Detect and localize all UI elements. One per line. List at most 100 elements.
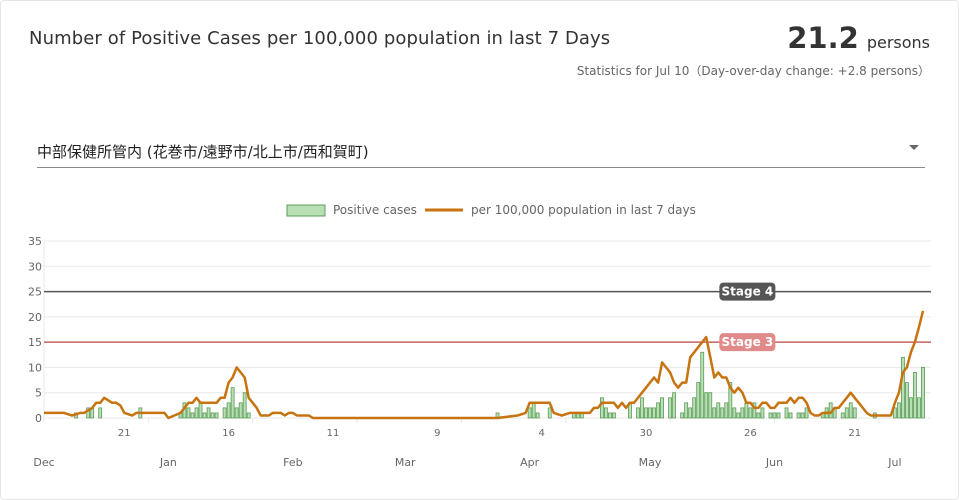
bar	[800, 412, 805, 419]
chart-area: Positive cases per 100,000 population in …	[1, 191, 959, 491]
bar	[202, 412, 207, 419]
y-tick-label: 5	[35, 387, 42, 400]
y-tick-label: 20	[28, 311, 42, 324]
chevron-down-icon[interactable]	[909, 145, 919, 150]
bar	[214, 412, 219, 419]
x-tick-label: 26	[744, 428, 757, 439]
bar	[744, 402, 749, 419]
bar	[86, 407, 91, 419]
bar	[612, 412, 616, 419]
x-month-label: Jan	[159, 456, 177, 469]
bar	[636, 407, 640, 419]
bar	[684, 402, 689, 419]
bar	[656, 402, 660, 419]
bar	[206, 407, 211, 419]
bar	[186, 407, 191, 419]
y-tick-label: 25	[28, 286, 42, 299]
bar	[732, 407, 737, 419]
bar	[190, 412, 195, 419]
bar	[804, 407, 809, 419]
x-month-label: Jul	[887, 456, 901, 469]
bar	[640, 397, 644, 419]
bar	[242, 392, 247, 419]
bar	[736, 412, 741, 419]
bar	[712, 407, 717, 419]
x-tick-label: 21	[848, 428, 861, 439]
legend-label-bars: Positive cases	[333, 203, 417, 217]
x-tick-label: 9	[434, 428, 440, 439]
bar	[704, 392, 709, 419]
bar	[848, 402, 853, 419]
bar	[603, 407, 608, 419]
x-month-label: May	[639, 456, 662, 469]
series-line-per-100k	[44, 310, 925, 420]
bar	[230, 387, 235, 419]
bar	[720, 407, 725, 419]
x-tick-label: 4	[538, 428, 544, 439]
bar	[892, 407, 897, 419]
bar	[724, 402, 729, 419]
chart-title: Number of Positive Cases per 100,000 pop…	[29, 28, 611, 49]
bar	[896, 402, 901, 419]
bar	[599, 397, 604, 419]
bar	[913, 372, 917, 419]
bar	[740, 407, 745, 419]
chart-svg: Positive cases per 100,000 population in …	[28, 203, 931, 469]
x-tick-label: 21	[118, 428, 131, 439]
stage4-badge	[719, 282, 776, 301]
y-tick-label: 0	[35, 412, 42, 425]
x-month-label: Jun	[765, 456, 783, 469]
y-tick-label: 30	[28, 260, 42, 273]
bar	[608, 412, 612, 419]
bar	[776, 412, 781, 419]
bar	[752, 402, 757, 419]
bar	[98, 407, 103, 419]
bar	[784, 407, 789, 419]
bar	[900, 356, 905, 419]
current-value: 21.2 persons	[787, 21, 930, 55]
bar	[547, 407, 552, 419]
x-month-label: Feb	[283, 456, 302, 469]
region-select[interactable]: 中部保健所管内 (花巻市/遠野市/北上市/西和賀町)	[37, 131, 925, 168]
bar	[680, 412, 685, 419]
stage3-badge	[719, 333, 776, 352]
region-select-value: 中部保健所管内 (花巻市/遠野市/北上市/西和賀町)	[37, 143, 369, 161]
bar	[772, 412, 777, 419]
y-tick-label: 35	[28, 235, 42, 248]
bar	[905, 382, 909, 419]
x-tick-label: 11	[327, 428, 340, 439]
bar	[194, 407, 199, 419]
stage4-label: Stage 4	[722, 285, 774, 299]
y-tick-label: 10	[28, 361, 42, 374]
bar	[840, 412, 845, 419]
legend-swatch-bars	[286, 204, 326, 217]
bar	[748, 407, 753, 419]
bar	[716, 402, 721, 419]
x-tick-label: 16	[222, 428, 235, 439]
bar	[668, 397, 673, 419]
bar	[226, 402, 231, 419]
bar	[700, 351, 705, 419]
bar	[210, 412, 215, 419]
bar	[644, 407, 648, 419]
bar	[527, 407, 532, 419]
current-value-number: 21.2	[787, 21, 859, 55]
bar	[852, 407, 857, 419]
bar	[844, 407, 849, 419]
bar	[788, 412, 793, 419]
bar	[756, 412, 761, 419]
bar	[796, 412, 801, 419]
x-tick-label: 30	[640, 428, 653, 439]
stage3-label: Stage 3	[722, 335, 774, 349]
bar	[234, 407, 239, 419]
x-month-label: Apr	[520, 456, 540, 469]
bar	[692, 397, 697, 419]
bar	[652, 407, 656, 419]
bar	[708, 392, 713, 419]
bar	[917, 397, 921, 419]
bar	[696, 382, 701, 419]
bar	[198, 402, 203, 419]
bar	[909, 397, 913, 419]
bar	[672, 392, 677, 419]
